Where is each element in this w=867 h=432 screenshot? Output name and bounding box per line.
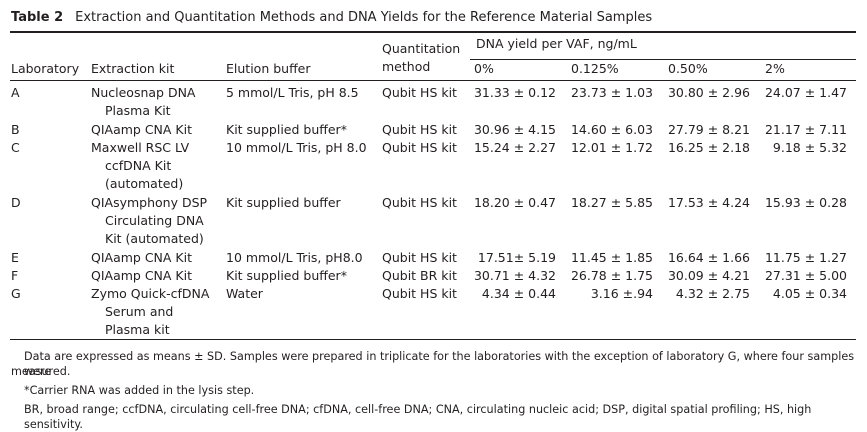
header-vaf-0: 0%	[474, 61, 494, 76]
row-b-buffer: Kit supplied buffer*	[226, 122, 347, 137]
row-d-kit-line3: Kit (automated)	[105, 231, 204, 246]
row-f-yield-050: 30.09 ± 4.21	[667, 268, 750, 283]
row-d-yield-0: 18.20 ± 0.47	[473, 195, 556, 210]
row-a-yield-050: 30.80 ± 2.96	[667, 85, 750, 100]
top-rule	[10, 31, 856, 33]
row-g-yield-0: 4.34 ± 0.44	[481, 286, 556, 301]
row-b-lab: B	[11, 122, 20, 137]
header-quantitation-line2: method	[382, 59, 431, 74]
header-laboratory: Laboratory	[11, 61, 80, 76]
row-g-kit-line1: Zymo Quick-cfDNA	[91, 286, 210, 301]
row-e-method: Qubit HS kit	[382, 250, 457, 265]
row-b-yield-050: 27.79 ± 8.21	[667, 122, 750, 137]
row-f-yield-2: 27.31 ± 5.00	[764, 268, 847, 283]
header-quantitation-line1: Quantitation	[382, 41, 461, 56]
footnote-data-line1: Data are expressed as means ± SD. Sample…	[24, 350, 855, 378]
row-a-buffer: 5 mmol/L Tris, pH 8.5	[226, 85, 359, 100]
table-caption: Table 2 Extraction and Quantitation Metho…	[11, 10, 652, 25]
row-g-buffer: Water	[226, 286, 263, 301]
row-e-yield-0125: 11.45 ± 1.85	[570, 250, 653, 265]
row-g-kit-line3: Plasma kit	[105, 322, 170, 337]
header-vaf-050: 0.50%	[668, 61, 708, 76]
row-e-kit-line1: QIAamp CNA Kit	[91, 250, 192, 265]
row-f-yield-0125: 26.78 ± 1.75	[570, 268, 653, 283]
row-c-yield-0: 15.24 ± 2.27	[473, 140, 556, 155]
row-c-yield-050: 16.25 ± 2.18	[667, 140, 750, 155]
row-b-method: Qubit HS kit	[382, 122, 457, 137]
row-c-yield-2: 9.18 ± 5.32	[772, 140, 847, 155]
row-d-yield-2: 15.93 ± 0.28	[764, 195, 847, 210]
row-g-yield-0125: 3.16 ±.94	[590, 286, 653, 301]
row-b-kit-line1: QIAamp CNA Kit	[91, 122, 192, 137]
row-g-method: Qubit HS kit	[382, 286, 457, 301]
table-number: Table 2	[11, 10, 64, 25]
row-c-kit-line1: Maxwell RSC LV	[91, 140, 190, 155]
row-d-buffer: Kit supplied buffer	[226, 195, 341, 210]
row-c-buffer: 10 mmol/L Tris, pH 8.0	[226, 140, 367, 155]
footnote-carrier-rna: *Carrier RNA was added in the lysis step…	[24, 384, 255, 397]
row-f-buffer: Kit supplied buffer*	[226, 268, 347, 283]
row-a-kit-line2: Plasma Kit	[105, 103, 171, 118]
row-a-yield-2: 24.07 ± 1.47	[764, 85, 847, 100]
row-g-yield-2: 4.05 ± 0.34	[772, 286, 847, 301]
row-e-yield-2: 11.75 ± 1.27	[764, 250, 847, 265]
row-f-lab: F	[11, 268, 19, 283]
row-e-yield-0: 17.51± 5.19	[477, 250, 556, 265]
bottom-rule	[10, 339, 856, 340]
header-vaf-2: 2%	[765, 61, 785, 76]
row-c-method: Qubit HS kit	[382, 140, 457, 155]
row-f-kit-line1: QIAamp CNA Kit	[91, 268, 192, 283]
row-d-kit-line1: QIAsymphony DSP	[91, 195, 208, 210]
row-c-kit-line2: ccfDNA Kit	[105, 158, 172, 173]
header-vaf-0125: 0.125%	[571, 61, 619, 76]
row-a-method: Qubit HS kit	[382, 85, 457, 100]
row-d-kit-line2: Circulating DNA	[105, 213, 204, 228]
table-title: Extraction and Quantitation Methods and …	[75, 10, 653, 25]
row-a-yield-0: 31.33 ± 0.12	[473, 85, 556, 100]
yield-group-rule	[470, 59, 856, 60]
row-b-yield-0: 30.96 ± 4.15	[473, 122, 556, 137]
header-elution-buffer: Elution buffer	[226, 61, 311, 76]
row-f-yield-0: 30.71 ± 4.32	[473, 268, 556, 283]
header-dna-yield-group: DNA yield per VAF, ng/mL	[476, 36, 637, 51]
header-extraction-kit: Extraction kit	[91, 61, 175, 76]
row-g-yield-050: 4.32 ± 2.75	[675, 286, 750, 301]
row-a-yield-0125: 23.73 ± 1.03	[570, 85, 653, 100]
row-b-yield-2: 21.17 ± 7.11	[764, 122, 847, 137]
row-e-yield-050: 16.64 ± 1.66	[667, 250, 750, 265]
row-b-yield-0125: 14.60 ± 6.03	[570, 122, 653, 137]
row-d-yield-0125: 18.27 ± 5.85	[570, 195, 653, 210]
row-g-lab: G	[11, 286, 21, 301]
header-rule	[10, 80, 856, 81]
row-d-lab: D	[11, 195, 21, 210]
row-c-lab: C	[11, 140, 20, 155]
footnote-data-line2: measured.	[11, 365, 71, 378]
row-d-yield-050: 17.53 ± 4.24	[667, 195, 750, 210]
row-c-yield-0125: 12.01 ± 1.72	[570, 140, 653, 155]
row-d-method: Qubit HS kit	[382, 195, 457, 210]
row-g-kit-line2: Serum and	[105, 304, 174, 319]
row-a-lab: A	[11, 85, 20, 100]
row-f-method: Qubit BR kit	[382, 268, 457, 283]
row-e-buffer: 10 mmol/L Tris, pH8.0	[226, 250, 363, 265]
row-e-lab: E	[11, 250, 19, 265]
row-a-kit-line1: Nucleosnap DNA	[91, 85, 196, 100]
footnote-abbreviations: BR, broad range; ccfDNA, circulating cel…	[24, 403, 812, 431]
row-c-kit-line3: (automated)	[105, 176, 184, 191]
